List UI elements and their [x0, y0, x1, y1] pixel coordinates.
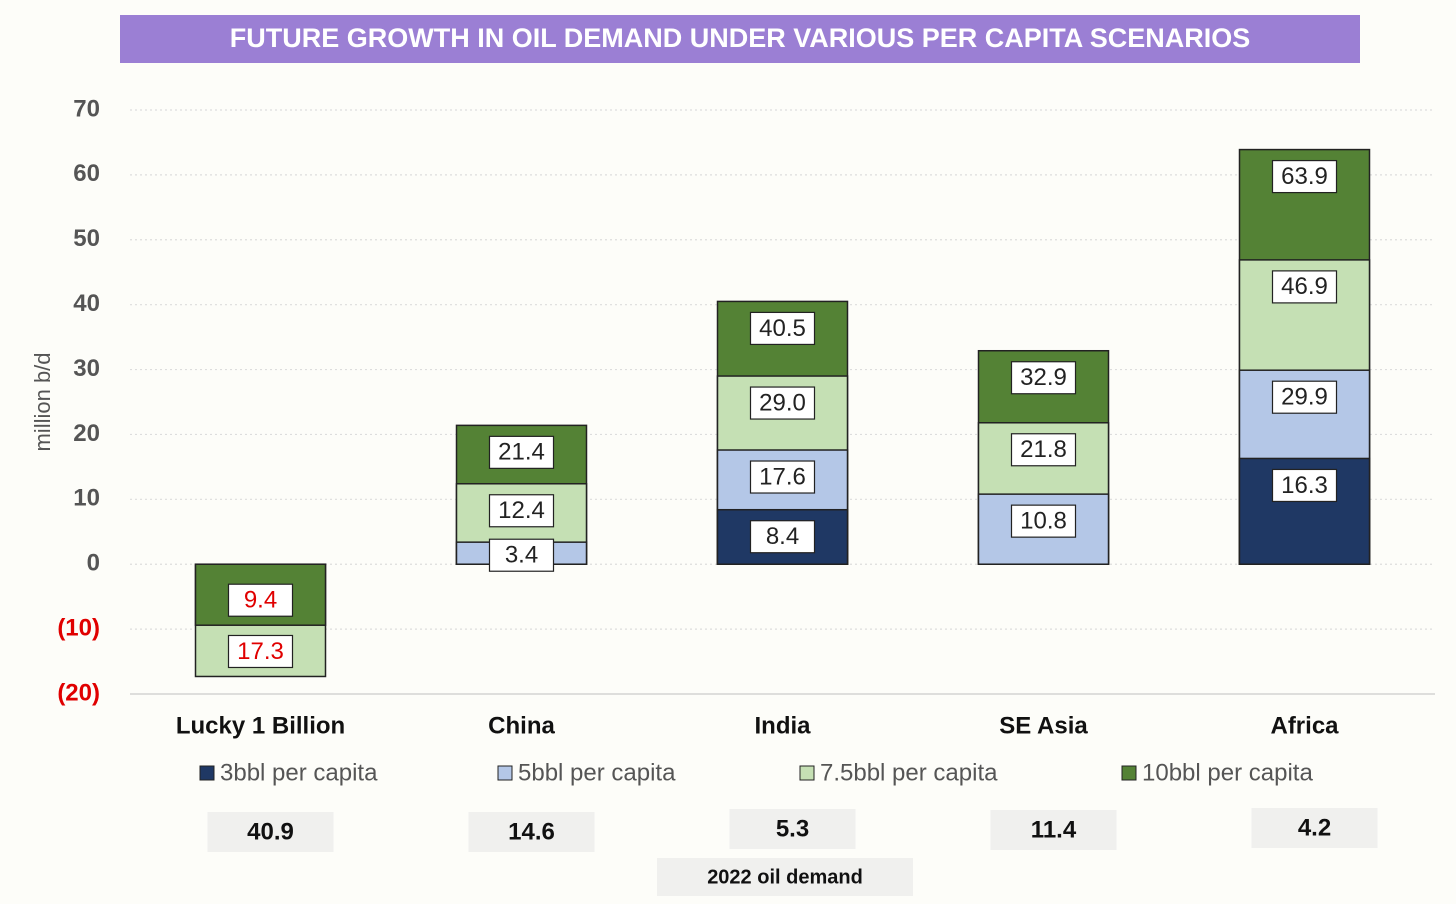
demand-value: 4.2	[1298, 814, 1331, 841]
value-label-box	[488, 538, 555, 572]
value-label-box	[1271, 468, 1338, 503]
y-tick-label: 50	[73, 225, 100, 252]
y-tick-label: (10)	[57, 614, 100, 641]
x-tick-label: SE Asia	[999, 712, 1088, 739]
demand-value: 40.9	[247, 818, 294, 845]
y-tick-label: 70	[73, 95, 100, 122]
value-label-box	[749, 460, 816, 494]
legend-label: 3bbl per capita	[220, 759, 378, 786]
y-tick-label: 20	[73, 420, 100, 447]
value-label-box	[227, 583, 294, 617]
legend-label: 7.5bbl per capita	[820, 759, 998, 786]
y-tick-label: 10	[73, 485, 100, 512]
y-tick-label: 30	[73, 355, 100, 382]
demand-value: 5.3	[776, 815, 809, 842]
value-label: 32.9	[1020, 364, 1067, 391]
value-label-box	[227, 634, 294, 669]
legend-swatch	[1121, 765, 1137, 781]
demand-value: 11.4	[1031, 816, 1077, 843]
value-label: 10.8	[1020, 507, 1067, 534]
value-label: 40.5	[759, 315, 806, 342]
y-tick-label: 0	[87, 550, 100, 577]
value-label: 63.9	[1281, 163, 1328, 190]
value-label: 46.9	[1281, 273, 1328, 300]
demand-box	[1251, 808, 1378, 848]
legend-swatch	[799, 765, 815, 781]
value-label: 29.0	[759, 389, 806, 416]
x-tick-label: India	[754, 712, 811, 739]
demand-caption: 2022 oil demand	[707, 866, 863, 888]
value-label: 16.3	[1281, 472, 1328, 499]
y-tick-label: (20)	[57, 679, 100, 706]
value-label-box	[1010, 504, 1077, 538]
demand-box	[729, 809, 856, 849]
value-label: 17.3	[237, 638, 284, 665]
demand-box	[990, 810, 1117, 850]
legend-label: 5bbl per capita	[518, 759, 676, 786]
y-axis-label: million b/d	[30, 352, 55, 451]
value-label: 17.6	[759, 463, 806, 490]
value-label: 8.4	[766, 523, 799, 550]
value-label-box	[749, 386, 816, 420]
demand-box	[207, 812, 334, 852]
value-label-box	[488, 435, 555, 469]
x-tick-label: China	[488, 712, 555, 739]
value-label-box	[1271, 159, 1338, 194]
value-label: 29.9	[1281, 384, 1328, 411]
value-label-box	[1010, 433, 1077, 467]
demand-box	[468, 812, 595, 852]
legend-label: 10bbl per capita	[1142, 759, 1313, 786]
chart-title: FUTURE GROWTH IN OIL DEMAND UNDER VARIOU…	[230, 23, 1251, 53]
x-tick-label: Africa	[1270, 712, 1339, 739]
value-label-box	[1271, 270, 1338, 304]
x-tick-label: Lucky 1 Billion	[176, 712, 345, 739]
value-label-box	[1271, 380, 1338, 414]
value-label: 21.4	[498, 439, 545, 466]
value-label: 21.8	[1020, 436, 1067, 463]
legend-swatch	[497, 765, 513, 781]
demand-caption-box	[657, 858, 913, 896]
value-label-box	[749, 311, 816, 346]
y-tick-label: 40	[73, 290, 100, 317]
value-label-box	[749, 520, 816, 554]
y-tick-label: 60	[73, 160, 100, 187]
legend-swatch	[199, 765, 215, 781]
demand-value: 14.6	[508, 818, 555, 845]
value-label: 12.4	[498, 497, 545, 524]
value-label: 3.4	[505, 542, 538, 569]
title-bar	[120, 15, 1360, 63]
value-label: 9.4	[244, 587, 277, 614]
value-label-box	[488, 494, 555, 528]
value-label-box	[1010, 361, 1077, 395]
